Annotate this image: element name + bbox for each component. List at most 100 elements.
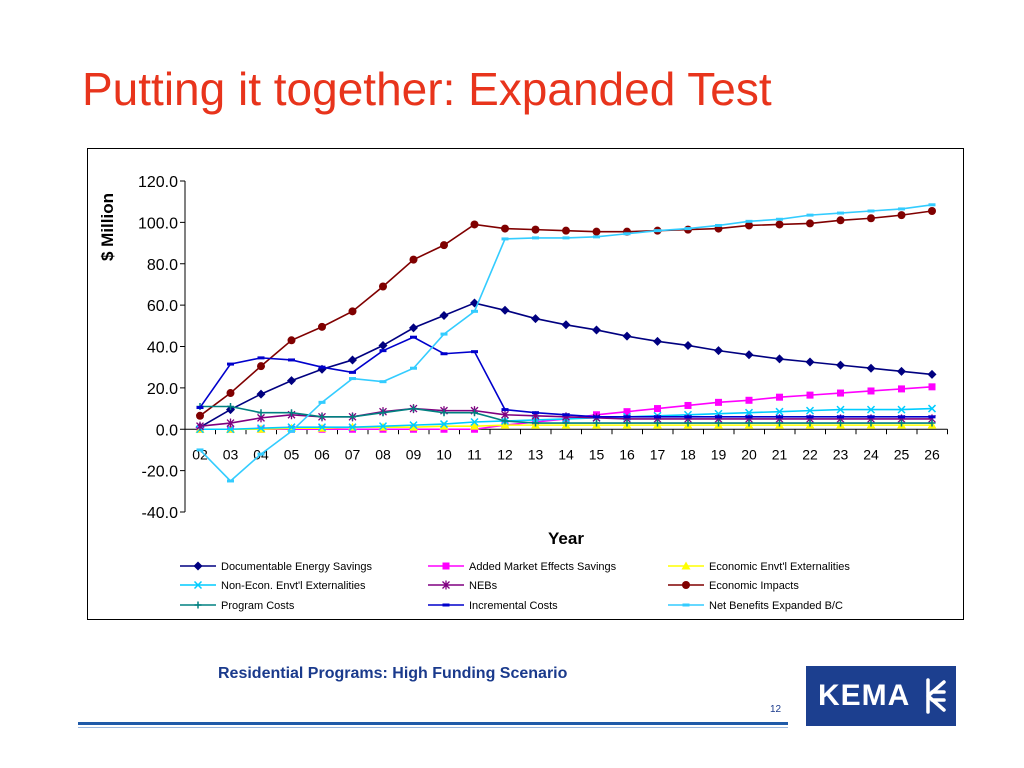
x-tick-label: 06 [314, 446, 330, 462]
data-point-8 [196, 448, 204, 452]
data-point-8 [745, 219, 753, 223]
data-point-7 [715, 415, 722, 419]
slide-title: Putting it together: Expanded Test [82, 63, 772, 115]
legend-marker [442, 580, 450, 590]
data-point-8 [776, 217, 783, 221]
data-point-5 [318, 322, 326, 331]
legend-marker [442, 603, 450, 607]
data-point-5 [867, 214, 875, 223]
data-point-5 [257, 362, 265, 371]
data-point-7 [928, 415, 936, 419]
series-line-7 [199, 336, 932, 418]
x-tick-label: 08 [375, 446, 391, 462]
footer-rule [78, 722, 788, 725]
data-point-2 [470, 421, 479, 430]
x-tick-label: 10 [436, 446, 452, 462]
data-point-3 [897, 405, 906, 414]
data-point-2 [409, 422, 418, 431]
data-point-0 [256, 389, 266, 399]
data-point-5 [379, 282, 387, 291]
data-point-7 [776, 415, 783, 419]
data-point-0 [287, 376, 296, 386]
data-point-3 [226, 425, 235, 434]
data-point-8 [715, 223, 722, 227]
data-point-6 [776, 419, 783, 427]
data-point-0 [897, 366, 906, 376]
y-tick-label: 100.0 [138, 215, 178, 232]
data-point-6 [593, 419, 600, 427]
data-point-6 [318, 413, 326, 421]
data-point-5 [501, 224, 509, 233]
data-point-8 [837, 211, 844, 215]
legend-marker [682, 581, 690, 589]
y-tick-label: -40.0 [142, 505, 179, 522]
data-point-6 [440, 409, 448, 417]
data-point-7 [684, 415, 692, 419]
x-tick-label: 19 [711, 446, 727, 462]
y-tick-label: 80.0 [147, 257, 178, 274]
data-point-7 [867, 415, 875, 419]
legend-label: Program Costs [221, 600, 295, 612]
data-point-3 [378, 422, 388, 431]
data-point-0 [378, 340, 388, 350]
legend-label: Added Market Effects Savings [469, 561, 617, 573]
series-line-5 [199, 210, 933, 417]
legend-marker [682, 603, 690, 607]
data-point-0 [805, 357, 815, 367]
data-point-3 [836, 405, 845, 414]
data-point-6 [349, 413, 356, 421]
data-point-0 [836, 360, 845, 370]
data-point-7 [349, 370, 356, 374]
legend-label: Incremental Costs [469, 600, 558, 612]
data-point-5 [470, 220, 479, 229]
data-point-1 [745, 396, 753, 404]
data-point-5 [836, 216, 845, 225]
data-point-5 [409, 255, 418, 264]
data-point-5 [196, 411, 204, 420]
data-point-3 [775, 407, 784, 416]
data-point-7 [623, 415, 631, 419]
data-point-8 [471, 309, 478, 313]
data-point-6 [806, 419, 814, 427]
y-axis-title: $ Million [98, 193, 117, 261]
data-point-8 [318, 400, 326, 404]
data-point-8 [898, 207, 905, 211]
data-point-7 [440, 352, 448, 356]
legend-marker [442, 562, 450, 570]
x-tick-label: 13 [528, 446, 544, 462]
data-point-1 [898, 385, 905, 393]
data-point-3 [470, 417, 479, 427]
y-tick-label: 40.0 [147, 340, 178, 357]
data-point-7 [806, 415, 814, 419]
data-point-0 [500, 305, 510, 315]
legend-marker [193, 580, 203, 590]
data-point-7 [257, 356, 265, 360]
scenario-subtitle: Residential Programs: High Funding Scena… [218, 665, 568, 682]
data-point-6 [501, 417, 509, 425]
x-axis-title: Year [548, 529, 584, 548]
data-point-8 [562, 236, 570, 240]
x-tick-label: 11 [467, 446, 482, 462]
data-point-0 [927, 369, 937, 379]
data-point-7 [654, 415, 661, 419]
data-point-5 [897, 211, 906, 220]
data-point-6 [715, 419, 722, 427]
data-point-8 [379, 380, 387, 384]
data-point-7 [318, 365, 326, 369]
data-point-8 [654, 229, 661, 233]
legend-label: Net Benefits Expanded B/C [709, 600, 843, 612]
data-point-7 [471, 350, 478, 354]
line-chart: -40.0 -20.0 0.0 20.0 40.0 60.0 80.0 100.0 120.0 0… [98, 174, 948, 612]
data-point-5 [440, 241, 448, 250]
data-point-3 [348, 423, 357, 432]
data-point-6 [562, 419, 570, 427]
data-point-8 [349, 377, 356, 381]
data-point-0 [653, 336, 662, 346]
data-point-1 [806, 391, 814, 399]
data-point-4 [226, 418, 235, 428]
data-point-6 [288, 409, 295, 417]
x-tick-label: 05 [284, 446, 300, 462]
x-tick-label: 20 [741, 446, 757, 462]
data-point-6 [227, 402, 234, 410]
data-point-1 [928, 383, 936, 391]
